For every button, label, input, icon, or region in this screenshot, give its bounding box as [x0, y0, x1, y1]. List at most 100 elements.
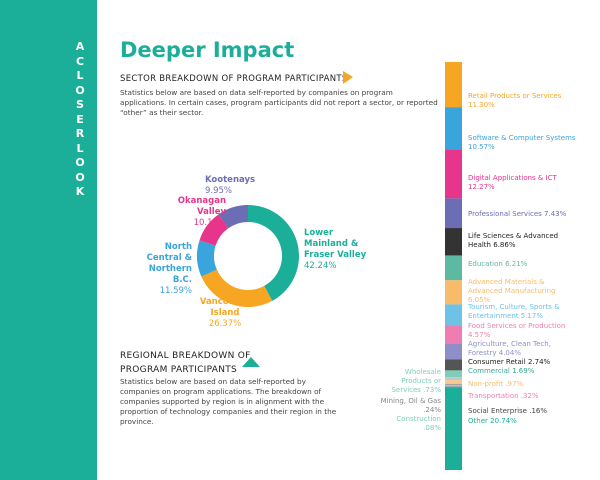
sector-value: .97% [505, 380, 524, 388]
arrow-icon [343, 71, 353, 84]
sector-value: 1.69% [512, 367, 535, 375]
bar-segment [445, 228, 462, 256]
sector-name: Professional Services [468, 210, 542, 218]
donut-label: Vancouver Island 26.37% [195, 297, 255, 330]
sector-label: Digital Applications & ICT 12.27% [468, 174, 578, 192]
sector-value: 6.86% [493, 241, 516, 249]
donut-slice [199, 214, 229, 246]
sector-label: Other 20.74% [468, 417, 578, 426]
sector-value: 11.30% [468, 101, 495, 109]
sector-name: Food Services or Production [468, 322, 566, 330]
sector-label: Tourism, Culture, Sports & Entertainment… [468, 303, 578, 321]
bar-segment [445, 370, 462, 378]
sidebar-text: A CLOSER LOOK [75, 40, 85, 198]
bar-segment [445, 280, 462, 305]
sector-name: Social Enterprise [468, 407, 527, 415]
sector-label: Commercial 1.69% [468, 367, 578, 376]
region-name: Kootenays [205, 175, 256, 185]
donut-slice [201, 269, 273, 308]
sector-value: .73% [423, 386, 441, 394]
sector-label: Mining, Oil & Gas .24% [378, 397, 441, 415]
donut-slice [197, 240, 217, 277]
region-value: 42.24% [304, 261, 337, 271]
donut-label: Okanagan Valley 10.13% [164, 196, 226, 229]
sector-name: Agriculture, Clean Tech, Forestry [468, 340, 551, 357]
region-value: 11.59% [159, 286, 192, 296]
region-heading: REGIONAL BREAKDOWN OF PROGRAM PARTICIPAN… [120, 351, 251, 375]
bar-segment [445, 107, 462, 150]
sector-label: Software & Computer Systems 10.57% [468, 134, 578, 152]
bar-segment [445, 343, 462, 360]
sector-label: Professional Services 7.43% [468, 210, 578, 219]
region-value: 9.95% [205, 186, 233, 196]
donut-label: Lower Mainland & Fraser Valley 42.24% [304, 228, 374, 272]
bar-segment [445, 387, 462, 470]
sector-value: 20.74% [490, 417, 517, 425]
bar-segment [445, 62, 462, 108]
sector-label: Social Enterprise .16% [468, 407, 578, 416]
sector-value: 4.04% [498, 349, 521, 357]
region-value: 26.37% [208, 319, 242, 329]
bar-segment [445, 325, 462, 344]
sector-name: Other [468, 417, 488, 425]
sector-value: .08% [423, 424, 441, 432]
sector-text: Statistics below are based on data self-… [120, 88, 438, 117]
donut-label: Kootenays 9.95% [205, 175, 265, 197]
region-name: Okanagan Valley [177, 196, 226, 217]
bar-segment [445, 149, 462, 199]
sector-value: 10.57% [468, 143, 495, 151]
sector-name: Wholesale Products or Services [391, 368, 441, 394]
sector-label: Food Services or Production 4.57% [468, 322, 578, 340]
sector-label: Transportation .32% [468, 392, 578, 401]
sector-heading: SECTOR BREAKDOWN OF PROGRAM PARTICIPANTS [120, 74, 348, 84]
sector-value: 5.17% [520, 312, 543, 320]
donut-slice [248, 205, 300, 301]
sector-value: .32% [520, 392, 539, 400]
arrow-icon [242, 357, 260, 367]
sector-label: Advanced Materials & Advanced Manufactur… [468, 278, 578, 305]
region-name: Lower Mainland & Fraser Valley [304, 228, 367, 260]
sector-label: Life Sciences & Advanced Health 6.86% [468, 232, 578, 250]
bar-segment [445, 198, 462, 229]
sector-value: 7.43% [544, 210, 567, 218]
sector-value: 4.57% [468, 331, 491, 339]
bar-segment [445, 383, 462, 385]
region-value: 10.13% [193, 218, 226, 228]
sector-label: Retail Products or Services 11.30% [468, 92, 578, 110]
sector-label: Education 6.21% [468, 260, 578, 269]
sector-name: Digital Applications & ICT [468, 174, 557, 182]
sector-label: Agriculture, Clean Tech, Forestry 4.04% [468, 340, 578, 358]
sector-value: 6.21% [505, 260, 528, 268]
donut-slice [218, 205, 248, 229]
sector-value: .24% [423, 406, 441, 414]
sector-value: 6.05% [468, 296, 491, 304]
bar-segment [445, 380, 462, 384]
bar-segment [445, 377, 462, 381]
sector-name: Retail Products or Services [468, 92, 562, 100]
region-name: North Central & Northern B.C. [146, 242, 192, 285]
sector-value: .16% [529, 407, 548, 415]
bar-segment [445, 304, 462, 326]
sector-name: Consumer Retail [468, 358, 526, 366]
sector-value: 2.74% [527, 358, 551, 366]
sector-value: 12.27% [468, 183, 495, 191]
sector-label: Consumer Retail 2.74% [468, 358, 578, 367]
sector-name: Commercial [468, 367, 510, 375]
sector-label: Non-profit .97% [468, 380, 578, 389]
sector-name: Transportation [468, 392, 519, 400]
sector-name: Mining, Oil & Gas [380, 397, 441, 405]
sector-name: Life Sciences & Advanced Health [468, 232, 559, 249]
sector-name: Non-profit [468, 380, 504, 388]
bar-segment [445, 386, 462, 388]
title: Deeper Impact [120, 38, 295, 62]
bar-segment [445, 255, 462, 281]
bar-segment [445, 359, 462, 371]
sector-name: Advanced Materials & Advanced Manufactur… [468, 278, 556, 295]
donut-label: North Central & Northern B.C. 11.59% [130, 242, 192, 297]
region-name: Vancouver Island [199, 297, 251, 318]
sector-name: Construction [396, 415, 441, 423]
sector-name: Education [468, 260, 503, 268]
sector-name: Software & Computer Systems [468, 134, 576, 142]
